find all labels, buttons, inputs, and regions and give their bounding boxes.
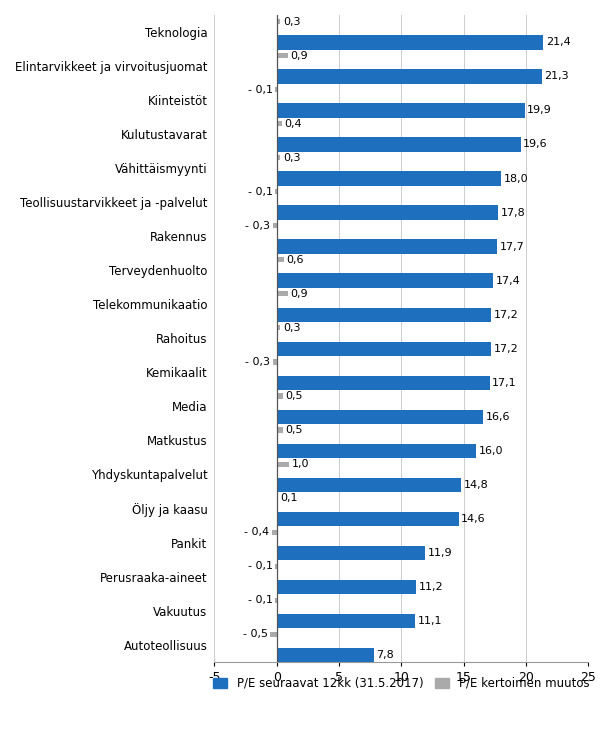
Bar [277, 376, 489, 390]
Bar [277, 325, 280, 330]
Bar [277, 274, 494, 288]
Bar [277, 53, 288, 58]
Text: 0,3: 0,3 [283, 323, 301, 333]
Text: 18,0: 18,0 [503, 173, 528, 184]
Text: 0,4: 0,4 [284, 119, 302, 128]
Bar [277, 512, 458, 526]
Bar [276, 87, 277, 92]
Text: - 0,5: - 0,5 [243, 629, 268, 639]
Text: - 0,4: - 0,4 [244, 527, 269, 537]
Text: 0,9: 0,9 [290, 289, 308, 299]
Bar [277, 546, 425, 560]
Text: 11,2: 11,2 [419, 582, 444, 592]
Bar [277, 443, 476, 458]
Bar [271, 632, 277, 637]
Text: 17,1: 17,1 [492, 378, 517, 388]
Bar [277, 462, 289, 467]
Bar [277, 308, 491, 321]
Text: 17,7: 17,7 [500, 241, 524, 252]
Text: 7,8: 7,8 [376, 650, 394, 660]
Bar [277, 410, 483, 424]
Bar [277, 19, 280, 24]
Text: 1,0: 1,0 [291, 459, 309, 469]
Text: - 0,1: - 0,1 [248, 595, 273, 606]
Bar [277, 155, 280, 160]
Text: 17,8: 17,8 [501, 208, 525, 217]
Bar [276, 597, 277, 603]
Text: 0,3: 0,3 [283, 17, 301, 26]
Bar [277, 478, 461, 492]
Text: 11,9: 11,9 [428, 548, 452, 558]
Text: - 0,3: - 0,3 [246, 221, 271, 230]
Text: 0,5: 0,5 [285, 391, 303, 401]
Bar [277, 258, 284, 263]
Bar [277, 137, 521, 152]
Text: 16,0: 16,0 [478, 446, 503, 456]
Text: 14,8: 14,8 [464, 480, 488, 490]
Bar [277, 69, 542, 84]
Bar [276, 564, 277, 569]
Bar [276, 189, 277, 195]
Text: - 0,3: - 0,3 [246, 357, 271, 367]
Bar [277, 239, 497, 254]
Text: 17,2: 17,2 [494, 344, 518, 354]
Bar [277, 427, 283, 432]
Text: 21,3: 21,3 [544, 71, 569, 81]
Text: - 0,1: - 0,1 [248, 186, 273, 197]
Text: 17,4: 17,4 [496, 276, 521, 286]
Bar [277, 206, 499, 219]
Text: 17,2: 17,2 [494, 310, 518, 320]
Text: - 0,1: - 0,1 [248, 84, 273, 95]
Bar [277, 495, 278, 501]
Bar [277, 121, 282, 126]
Bar [277, 614, 415, 628]
Text: 21,4: 21,4 [546, 37, 571, 48]
Bar [273, 223, 277, 228]
Text: 0,3: 0,3 [283, 153, 301, 163]
Text: 19,6: 19,6 [523, 139, 548, 150]
Text: 14,6: 14,6 [461, 514, 486, 524]
Text: 0,9: 0,9 [290, 51, 308, 61]
Bar [277, 393, 283, 399]
Text: 0,6: 0,6 [287, 255, 304, 265]
Text: 0,1: 0,1 [280, 493, 298, 503]
Bar [277, 103, 525, 117]
Text: - 0,1: - 0,1 [248, 562, 273, 571]
Bar [277, 35, 543, 49]
Bar [272, 530, 277, 534]
Bar [277, 171, 501, 186]
Text: 16,6: 16,6 [486, 412, 510, 422]
Bar [277, 648, 374, 662]
Bar [277, 580, 416, 594]
Text: 19,9: 19,9 [527, 106, 552, 115]
Legend: P/E seuraavat 12kk (31.5.2017), P/E kertoimen muutos: P/E seuraavat 12kk (31.5.2017), P/E kert… [208, 672, 594, 694]
Text: 11,1: 11,1 [417, 616, 442, 626]
Bar [273, 360, 277, 365]
Bar [277, 291, 288, 297]
Text: 0,5: 0,5 [285, 425, 303, 435]
Bar [277, 341, 491, 356]
